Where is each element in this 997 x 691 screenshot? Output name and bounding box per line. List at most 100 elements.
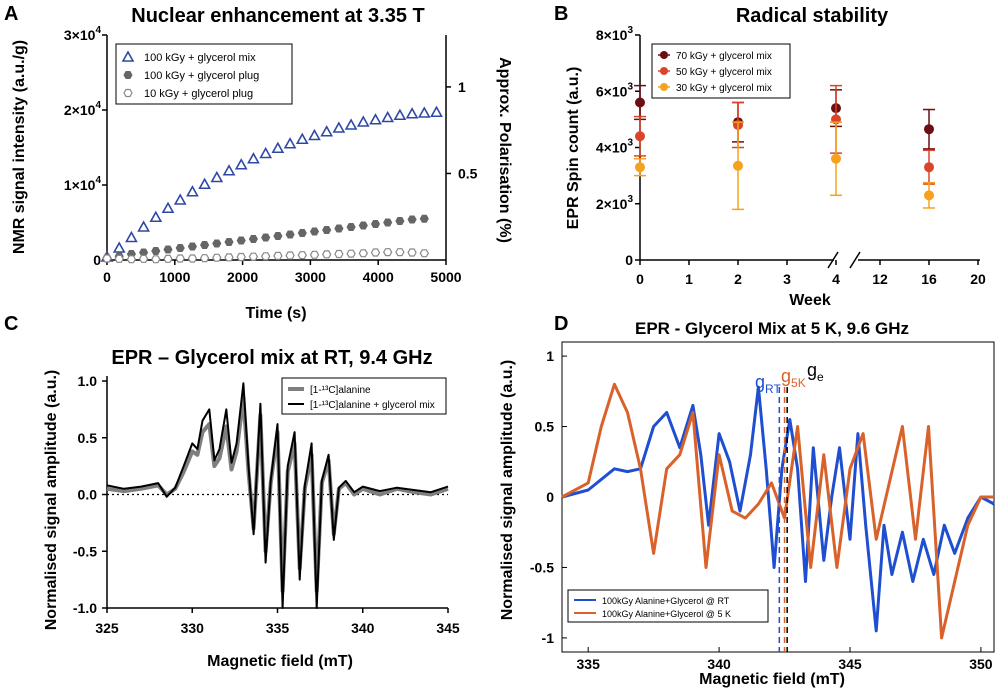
chart-b-point bbox=[924, 124, 934, 135]
chart-a-legend-swatch bbox=[123, 71, 133, 79]
chart-a-point-triangle bbox=[198, 177, 211, 190]
chart-d-ylabel: Normalised signal amplitude (a.u.) bbox=[499, 360, 516, 621]
chart-a-point-triangle bbox=[295, 132, 309, 145]
chart-a-legend-swatch bbox=[123, 88, 133, 98]
chart-b-xtick-label: 12 bbox=[872, 271, 888, 287]
chart-a-title: Nuclear enhancement at 3.35 T bbox=[131, 5, 424, 27]
chart-d-xtick-label: 350 bbox=[969, 656, 993, 672]
chart-a-legend: 100 kGy + glycerol mix 100 kGy + glycerol… bbox=[115, 43, 293, 105]
chart-a-point-hexagon-filled bbox=[248, 235, 258, 243]
chart-d-ytick-label: -1 bbox=[542, 630, 555, 646]
chart-a-point-hexagon-open bbox=[248, 252, 259, 261]
panel-letter-c: C bbox=[4, 313, 18, 335]
chart-a-y2tick-label: 1 bbox=[458, 79, 466, 95]
chart-a-point-hexagon-filled bbox=[273, 232, 283, 240]
chart-a-point-hexagon-filled bbox=[297, 229, 307, 237]
chart-a-point-triangle bbox=[247, 152, 260, 164]
chart-c-title: EPR – Glycerol mix at RT, 9.4 GHz bbox=[111, 347, 432, 369]
chart-a-point-hexagon-open bbox=[285, 251, 295, 260]
chart-a-point-triangle bbox=[149, 210, 163, 223]
chart-b-axis-break-right bbox=[849, 251, 861, 269]
chart-a-point-hexagon-filled bbox=[395, 217, 405, 225]
chart-d-title: EPR - Glycerol Mix at 5 K, 9.6 GHz bbox=[635, 319, 909, 338]
chart-c-legend-box bbox=[281, 377, 447, 415]
chart-c-xtick-label: 335 bbox=[266, 620, 290, 636]
chart-c-xtick-label: 345 bbox=[436, 620, 460, 636]
chart-d-legend-label: 100kGy Alanine+Glycerol @ 5 K bbox=[602, 609, 731, 619]
chart-b-xtick-label: 20 bbox=[970, 271, 986, 287]
chart-a-point-triangle bbox=[356, 115, 370, 127]
chart-a-point-triangle bbox=[308, 128, 321, 141]
chart-b-point bbox=[635, 162, 645, 173]
chart-a-point-hexagon-open bbox=[102, 254, 112, 263]
chart-b-xtick-label: 4 bbox=[832, 271, 840, 287]
chart-a-point-hexagon-filled bbox=[224, 238, 234, 246]
chart-a-point-hexagon-open bbox=[236, 252, 246, 262]
chart-d-legend-label: 100kGy Alanine+Glycerol @ RT bbox=[602, 596, 730, 606]
chart-b-legend-swatch bbox=[660, 51, 668, 59]
chart-b-point bbox=[831, 153, 841, 164]
chart-a-point-hexagon-open bbox=[273, 251, 283, 260]
chart-c-series-line bbox=[106, 382, 449, 609]
chart-a-point-hexagon-open bbox=[358, 249, 368, 258]
chart-a-point-hexagon-filled bbox=[322, 226, 332, 234]
chart-b-ytick-label: 6×103 bbox=[596, 81, 634, 99]
chart-a-point-hexagon-filled bbox=[370, 220, 381, 228]
chart-a-point-triangle bbox=[320, 125, 334, 137]
chart-d-xtick-label: 345 bbox=[838, 656, 862, 672]
chart-b-ytick-label: 0 bbox=[625, 252, 633, 268]
chart-a-xtick-label: 2000 bbox=[227, 269, 258, 285]
chart-b-ytick-label: 4×103 bbox=[596, 138, 634, 156]
chart-b-xtick-label: 1 bbox=[685, 271, 693, 287]
chart-a-point-triangle bbox=[271, 141, 285, 154]
chart-a-point-hexagon-open bbox=[383, 248, 393, 257]
chart-a-point-triangle bbox=[381, 110, 395, 123]
chart-a-point-hexagon-filled bbox=[383, 218, 393, 227]
chart-a-point-hexagon-filled bbox=[419, 214, 429, 223]
chart-c-xtick-label: 330 bbox=[181, 620, 205, 636]
chart-b-point bbox=[635, 131, 645, 142]
chart-a-xlabel: Time (s) bbox=[245, 305, 306, 322]
chart-a-point-hexagon-open bbox=[114, 254, 124, 263]
chart-a-point-triangle bbox=[137, 220, 150, 232]
chart-b-legend-box bbox=[651, 43, 791, 99]
panel-letter-b: B bbox=[554, 3, 568, 25]
chart-a-point-hexagon-filled bbox=[261, 233, 271, 242]
chart-a-y2tick-label: 0.5 bbox=[458, 165, 478, 181]
chart-c-ylabel: Normalised signal amplitude (a.u.) bbox=[43, 370, 60, 631]
chart-c-xtick-label: 325 bbox=[95, 620, 119, 636]
chart-c-legend-label: [1-¹³C]alanine + glycerol mix bbox=[310, 400, 435, 411]
chart-d-ytick-label: -0.5 bbox=[530, 559, 554, 575]
chart-b-point bbox=[924, 162, 934, 173]
chart-b-legend-label: 50 kGy + glycerol mix bbox=[676, 67, 772, 78]
chart-a-y2label: Approx. Polarisation (%) bbox=[496, 57, 513, 243]
chart-a-point-triangle bbox=[222, 164, 236, 176]
chart-a-xtick-label: 3000 bbox=[295, 269, 326, 285]
chart-a-point-hexagon-open bbox=[126, 255, 137, 264]
chart-a-point-hexagon-open bbox=[322, 250, 332, 259]
chart-a-legend-label: 100 kGy + glycerol plug bbox=[144, 70, 259, 82]
chart-b-legend-swatch bbox=[660, 83, 668, 91]
chart-a-point-triangle bbox=[186, 185, 199, 197]
chart-a-point-triangle bbox=[173, 193, 187, 205]
chart-a-point-triangle bbox=[344, 118, 358, 130]
chart-a-xtick-label: 0 bbox=[103, 269, 111, 285]
chart-a-point-hexagon-open bbox=[212, 253, 222, 262]
chart-a-point-hexagon-open bbox=[370, 248, 381, 257]
chart-a-point-triangle bbox=[161, 201, 175, 214]
chart-a-point-triangle bbox=[369, 113, 382, 125]
chart-a-point-hexagon-filled bbox=[407, 215, 417, 224]
chart-a-point-hexagon-open bbox=[309, 250, 320, 259]
chart-d-ytick-label: 0 bbox=[546, 489, 554, 505]
chart-a-point-triangle bbox=[393, 108, 407, 121]
chart-a-point-triangle bbox=[259, 146, 273, 159]
chart-a-point-hexagon-open bbox=[151, 255, 161, 264]
chart-b-ytick-label: 8×103 bbox=[596, 25, 634, 43]
chart-a-point-hexagon-filled bbox=[334, 224, 344, 233]
chart-b-title: Radical stability bbox=[736, 5, 889, 27]
chart-a-xtick-label: 4000 bbox=[363, 269, 394, 285]
chart-a-ytick-label: 1×104 bbox=[64, 175, 102, 193]
chart-c-ytick-label: -0.5 bbox=[73, 543, 97, 559]
chart-a-point-hexagon-filled bbox=[358, 221, 368, 230]
